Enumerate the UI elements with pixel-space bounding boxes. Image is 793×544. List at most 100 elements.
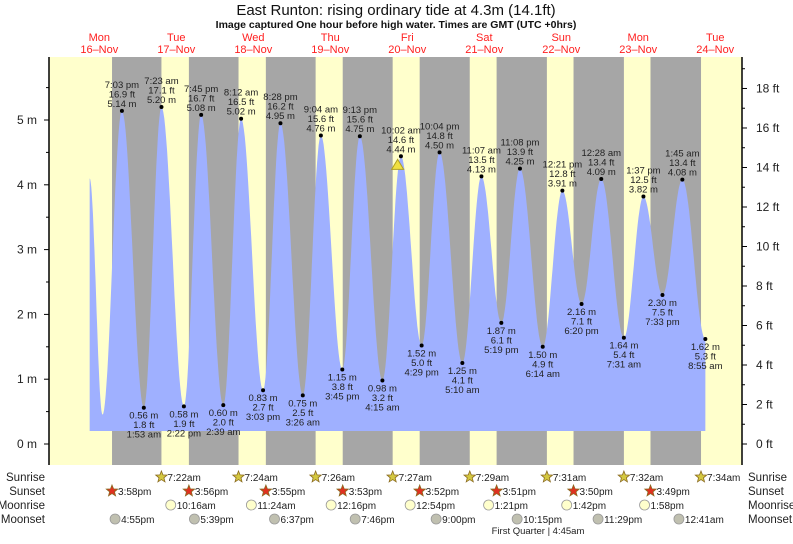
sunrise-icon [154,469,169,483]
high-tide-label: 9:13 pm [343,105,377,116]
high-tide-label: 17.1 ft [148,86,175,97]
right-tick-label: 0 ft [756,437,773,451]
low-tide-label: 1.8 ft [133,420,154,431]
low-tide-label: 4.1 ft [452,376,473,387]
high-tide-point [318,133,323,138]
high-tide-label: 3.91 m [548,179,577,190]
moonrise-time: 1:58pm [651,501,684,512]
high-tide-point [239,116,244,121]
low-tide-point [579,302,584,307]
moonset-time: 10:15pm [523,515,562,526]
moonset-time: 7:46pm [361,515,394,526]
moonset-icon [189,513,200,525]
sunrise-icon [694,469,708,483]
high-tide-point [680,177,685,182]
sunrise-time: 7:34am [707,473,740,484]
low-tide-point [380,378,385,383]
high-tide-label: 4.75 m [345,124,374,135]
left-tick-label: 4 m [17,178,37,192]
moonset-time: 6:37pm [281,515,314,526]
high-tide-label: 1:37 pm [626,165,660,176]
high-tide-label: 13.5 ft [468,155,495,166]
right-tick-label: 18 ft [756,81,780,95]
low-tide-label: 3:45 pm [325,391,359,402]
sunset-time: 3:50pm [580,487,613,498]
sunset-icon [643,483,658,497]
low-tide-label: 2.0 ft [213,418,234,429]
moonset-row-label-right: Moonset [748,514,793,526]
low-tide-point [141,405,146,410]
high-tide-point [599,176,604,181]
low-tide-label: 8:55 am [688,361,722,372]
low-tide-label: 1:53 am [127,430,161,441]
low-tide-point [261,388,266,393]
high-tide-label: 16.5 ft [228,97,255,108]
moonrise-row-label-left: Moonrise [0,500,45,512]
left-tick-label: 0 m [17,437,37,451]
day-label-dow: Sat [476,32,493,44]
moon-phase: First Quarter | 4:45am [492,526,585,537]
high-tide-label: 16.7 ft [188,93,215,104]
moonset-icon [511,513,523,525]
day-label-date: 16–Nov [80,44,118,56]
sunrise-time: 7:22am [167,473,200,484]
low-tide-label: 7.5 ft [652,307,673,318]
high-tide-label: 16.9 ft [109,89,136,100]
low-tide-label: 4.9 ft [532,359,553,370]
high-tide-label: 12.8 ft [549,169,576,180]
low-tide-label: 0.58 m [169,409,198,420]
high-tide-label: 4.44 m [386,144,415,155]
moonrise-time: 1:42pm [573,501,606,512]
low-tide-label: 1.9 ft [173,419,194,430]
low-tide-label: 1.50 m [528,350,557,361]
low-tide-label: 2:39 am [206,427,240,438]
moonset-icon [673,513,685,525]
moonset-time: 4:55pm [121,515,154,526]
high-tide-label: 5.02 m [227,107,256,118]
sunset-icon [412,483,427,497]
sunset-time: 3:58pm [118,487,151,498]
high-tide-label: 4.95 m [266,111,295,122]
right-tick-label: 10 ft [756,239,780,253]
high-tide-point [357,134,362,139]
high-tide-label: 3.82 m [629,184,658,195]
moonset-time: 5:39pm [200,515,233,526]
sunrise-icon [385,469,400,483]
day-label-date: 22–Nov [542,44,580,56]
sunrise-icon [462,469,477,483]
low-tide-label: 0.56 m [129,411,158,422]
sunset-icon [489,483,504,497]
chart-title: East Runton: rising ordinary tide at 4.3… [236,2,555,19]
low-tide-label: 2:22 pm [167,428,201,439]
day-label-date: 21–Nov [465,44,503,56]
low-tide-point [703,337,708,342]
moonrise-row-label-right: Moonrise [748,500,793,512]
low-tide-point [660,292,665,297]
moonrise-time: 12:54pm [416,501,455,512]
low-tide-label: 7:33 pm [645,317,679,328]
high-tide-label: 5.08 m [187,103,216,114]
low-tide-label: 1.52 m [407,349,436,360]
day-label-date: 20–Nov [388,44,426,56]
low-tide-point [419,343,424,348]
low-tide-point [300,393,305,398]
high-tide-label: 4.09 m [587,167,616,178]
low-tide-point [460,361,465,365]
high-tide-label: 7:45 pm [184,84,218,95]
sunset-time: 3:52pm [426,487,459,498]
low-tide-label: 6.1 ft [491,335,512,346]
moonset-icon [349,513,361,525]
sunrise-time: 7:24am [245,473,278,484]
low-tide-label: 2.30 m [648,298,677,309]
sunset-time: 3:56pm [195,487,228,498]
high-tide-label: 4.13 m [467,164,496,175]
day-label-dow: Fri [401,32,414,44]
low-tide-label: 7.1 ft [571,317,592,328]
high-tide-label: 16.2 ft [267,102,294,113]
high-tide-label: 4.76 m [306,124,335,135]
high-tide-label: 4.50 m [425,140,454,151]
sunrise-icon [308,469,323,483]
moonrise-icon [483,499,494,511]
